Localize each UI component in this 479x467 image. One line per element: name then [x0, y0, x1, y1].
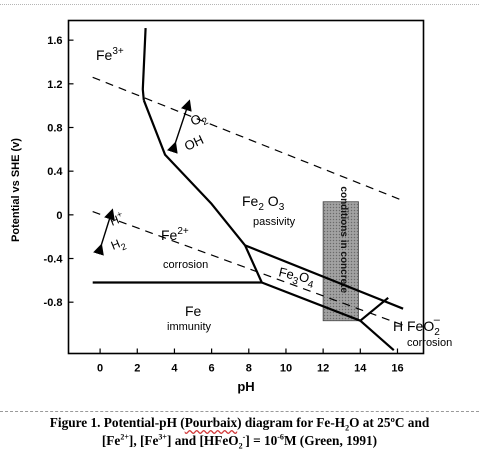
hplus-label: H+	[107, 209, 126, 229]
x-axis-title: pH	[237, 379, 254, 394]
x-tick-label: 0	[97, 363, 103, 375]
y-tick-label: -0.4	[44, 254, 64, 266]
y-tick-label: 0	[56, 210, 62, 222]
boundary-fe3-fe2-vertical	[141, 28, 147, 101]
plot-frame	[67, 19, 425, 355]
x-tick-label: 16	[391, 363, 403, 375]
boundary-fe2o3-fe3o4-upper	[244, 244, 404, 310]
h2-arrow	[93, 208, 115, 256]
x-tick-label: 8	[246, 363, 252, 375]
x-tick-label: 12	[317, 363, 329, 375]
y-tick-label: 1.6	[47, 35, 62, 47]
boundary-fe3o4-hfeo2	[359, 296, 389, 322]
y-tick-label: 1.2	[47, 79, 62, 91]
h2-label: H2	[109, 235, 128, 256]
figure-caption: Figure 1. Potential-pH (Pourbaix) diagra…	[0, 414, 479, 450]
x-tick-label: 14	[354, 363, 367, 375]
y-axis-ticks: 1.6 1.2 0.8 0.4 0 -0.4 -0.8	[44, 35, 74, 309]
region-fe2o3-sub: passivity	[253, 216, 296, 228]
o2-label: O2	[188, 108, 211, 132]
o2-oh-arrow	[167, 99, 192, 154]
x-tick-label: 2	[134, 363, 140, 375]
x-axis-ticks: 0 2 4 6 8 10 12 14 16	[97, 348, 404, 375]
y-axis-title: Potential vs SHE (v)	[10, 138, 22, 242]
x-tick-label: 10	[280, 363, 292, 375]
region-fe3-label: Fe3+	[96, 46, 124, 63]
boundary-lines	[92, 28, 404, 352]
caption-line-2: [Fe2+], [Fe3+] and [HFeO2-] = 10-6M (Gre…	[101, 432, 378, 451]
pourbaix-diagram: conditions in concrete 0 2 4 6 8 10 12 14 16 1.6…	[10, 19, 452, 394]
top-divider	[0, 4, 479, 5]
concrete-region-label: conditions in concrete	[338, 186, 349, 293]
concrete-shaded-region	[322, 201, 359, 322]
region-fe-sub: immunity	[167, 321, 212, 333]
boundary-fe-hfeo2	[359, 319, 395, 352]
boundary-fe2-fe2o3	[142, 99, 246, 247]
y-tick-label: 0.4	[47, 166, 63, 178]
region-hfeo2-sub: corrosion	[407, 337, 452, 349]
region-fe3o4-label: Fe3O4	[276, 264, 316, 291]
region-fe2-label: Fe2+	[161, 226, 189, 243]
o2-oh-water-line	[92, 76, 404, 202]
caption-divider	[0, 411, 479, 412]
y-tick-label: -0.8	[44, 297, 63, 309]
caption-line-1: Figure 1. Potential-pH (Pourbaix) diagra…	[49, 415, 430, 433]
x-tick-label: 4	[171, 363, 178, 375]
x-tick-label: 6	[209, 363, 215, 375]
y-tick-label: 0.8	[47, 122, 62, 134]
oh-label: OH	[182, 132, 206, 154]
region-fe2-sub: corrosion	[163, 259, 208, 271]
region-hfeo2-label: H FeO2–	[393, 314, 441, 338]
region-fe2o3-label: Fe2 O3	[242, 193, 285, 213]
region-fe-label: Fe	[185, 303, 202, 319]
